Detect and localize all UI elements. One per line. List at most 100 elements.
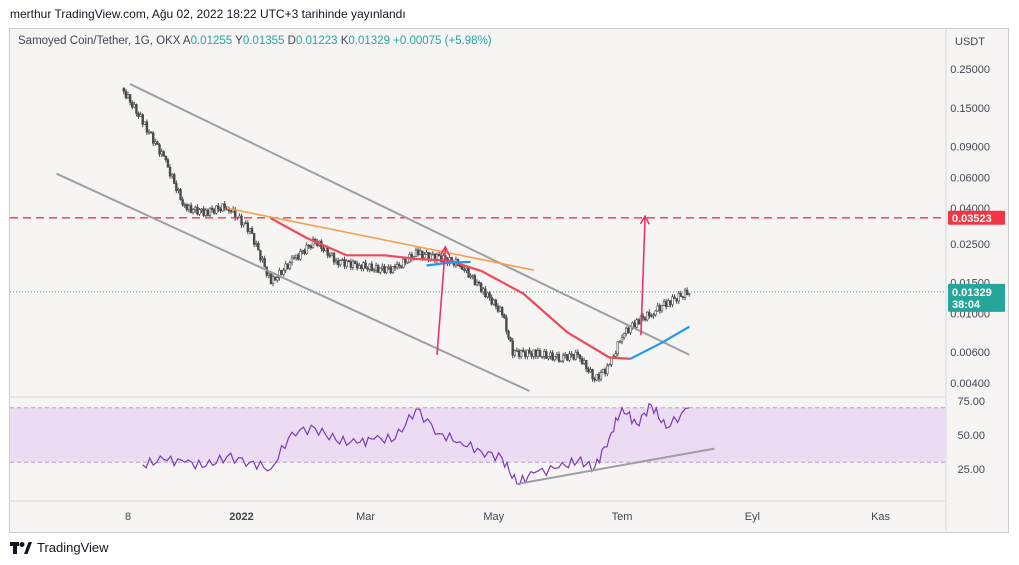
candle-down <box>627 327 630 334</box>
candle-up <box>601 369 605 373</box>
candle-down <box>603 369 607 375</box>
candle-down <box>152 132 155 144</box>
candle-up <box>553 356 556 361</box>
candle-down <box>210 207 214 210</box>
candle-up <box>147 131 151 134</box>
candle-down <box>353 260 357 265</box>
candle-down <box>124 90 128 99</box>
candle-down <box>658 305 662 312</box>
candle-down <box>149 131 153 134</box>
candle-up <box>282 269 285 275</box>
candle-down <box>572 354 575 360</box>
candle-down <box>463 269 466 271</box>
candle-down <box>122 87 125 92</box>
rsi-tick-label: 75.00 <box>957 396 985 408</box>
candle-up <box>549 352 552 357</box>
candle-up <box>358 265 361 269</box>
candle-down <box>597 374 601 380</box>
candle-up <box>425 252 428 255</box>
time-tick-label: 8 <box>125 511 131 523</box>
candle-up <box>606 365 609 375</box>
tradingview-logo-icon <box>10 541 32 554</box>
red-curve <box>270 217 631 360</box>
candle-down <box>349 261 353 268</box>
candle-up <box>324 246 327 252</box>
candle-up <box>299 251 302 260</box>
candle-down <box>551 352 554 361</box>
candle-down <box>576 351 580 355</box>
candle-down <box>593 378 596 381</box>
level-price-tag-text: 0.03523 <box>952 213 992 225</box>
candle-down <box>473 275 477 285</box>
candle-down <box>545 351 548 359</box>
candle-up <box>276 277 279 281</box>
candle-down <box>322 248 325 252</box>
candle-up <box>515 350 519 352</box>
candle-up <box>341 259 344 261</box>
candle-up <box>261 258 264 261</box>
candle-down <box>530 353 533 357</box>
candle-down <box>303 250 306 254</box>
candle-up <box>187 205 191 210</box>
candle-down <box>517 350 521 357</box>
candle-up <box>292 257 296 259</box>
candle-down <box>376 265 380 273</box>
candle-up <box>372 269 376 272</box>
candle-up <box>238 215 241 218</box>
high-label: Y <box>235 35 243 47</box>
candle-down <box>637 319 641 325</box>
candle-down <box>507 330 510 339</box>
last-price-tag <box>948 283 1005 312</box>
candle-down <box>337 260 340 266</box>
candle-down <box>141 114 144 125</box>
candle-up <box>194 206 197 210</box>
tradingview-brand[interactable]: TradingView <box>10 540 109 555</box>
candle-down <box>164 155 168 160</box>
candle-up <box>143 121 147 125</box>
candle-down <box>685 289 689 295</box>
candle-down <box>156 141 159 145</box>
candle-up <box>589 369 592 373</box>
candle-up <box>543 351 546 357</box>
candle-down <box>166 159 170 168</box>
candle-down <box>404 258 407 263</box>
candle-up <box>582 360 586 364</box>
candle-up <box>625 327 628 334</box>
candle-down <box>427 252 430 260</box>
arrow-left-shaft <box>436 246 447 355</box>
candle-down <box>280 269 283 275</box>
change-value: +0.00075 (+5.98%) <box>393 35 492 47</box>
candle-down <box>566 354 569 361</box>
candle-up <box>395 263 399 269</box>
candle-down <box>364 262 367 269</box>
candle-up <box>618 341 622 344</box>
candle-up <box>267 273 271 276</box>
candle-up <box>255 243 258 245</box>
candle-up <box>406 261 409 264</box>
candle-up <box>547 356 550 359</box>
time-tick-label: Eyl <box>745 511 760 523</box>
publish-caption: merthur TradingView.com, Ağu 02, 2022 18… <box>10 7 406 21</box>
close-value: 0.01329 <box>348 35 390 47</box>
rsi-tick-label: 25.00 <box>957 464 985 476</box>
candle-up <box>215 205 218 214</box>
candle-up <box>284 263 287 271</box>
candle-up <box>402 258 405 268</box>
arrow-right-shaft <box>640 216 646 336</box>
candle-down <box>229 210 233 213</box>
price-tick-label: 0.02500 <box>950 239 990 251</box>
high-value: 0.01355 <box>242 35 285 47</box>
candle-down <box>131 102 134 108</box>
candle-up <box>561 355 565 362</box>
price-tick-label: 0.09000 <box>950 142 990 154</box>
candle-down <box>664 301 668 307</box>
low-label: D <box>287 35 296 47</box>
symbol-name: Samoyed Coin/Tether, 1G, OKX <box>18 35 181 47</box>
blue-curve-2 <box>629 325 690 360</box>
candle-up <box>423 254 426 259</box>
candle-down <box>162 151 165 157</box>
candle-up <box>616 341 619 354</box>
candle-down <box>467 267 470 278</box>
candle-down <box>206 209 210 216</box>
